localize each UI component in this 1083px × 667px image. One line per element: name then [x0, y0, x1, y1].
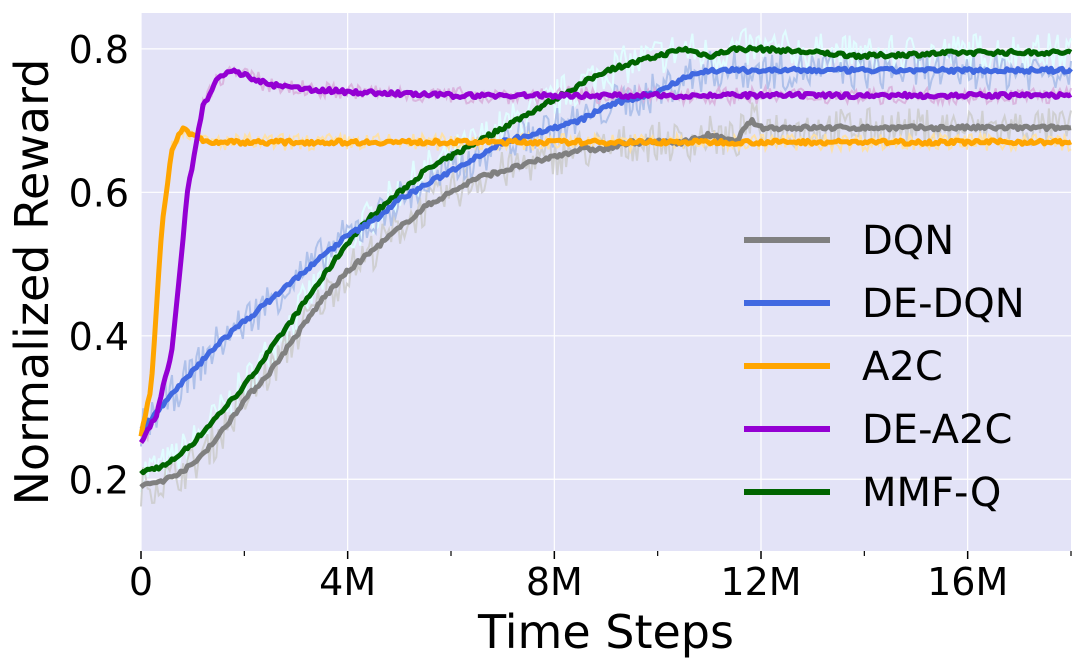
series-line-de-a2c — [138, 67, 1073, 445]
y-tick-label: 0.8 — [69, 28, 129, 72]
y-tick-label: 0.4 — [69, 315, 129, 359]
x-tick-label: 8M — [526, 560, 583, 604]
legend-item-de-a2c: DE-A2C — [744, 407, 1012, 453]
y-tick-label: 0.2 — [69, 458, 129, 502]
series-line-dqn — [139, 117, 1072, 489]
series-lines — [138, 44, 1073, 489]
y-tick-label: 0.6 — [69, 171, 129, 215]
series-line-mmf-q — [139, 44, 1073, 476]
y-axis-title: Normalized Reward — [5, 59, 59, 506]
plot-area — [141, 13, 1071, 551]
legend-item-dqn: DQN — [744, 218, 954, 264]
legend-label: DQN — [862, 218, 954, 264]
x-tick-label: 4M — [319, 560, 376, 604]
legend-item-de-dqn: DE-DQN — [744, 281, 1025, 327]
legend-label: DE-DQN — [862, 281, 1025, 327]
x-tick-label: 12M — [720, 560, 801, 604]
x-tick-label: 16M — [927, 560, 1008, 604]
x-axis-title: Time Steps — [477, 605, 734, 659]
legend: DQN DE-DQN A2C DE-A2C MMF-Q — [744, 218, 1025, 516]
band-de-dqn — [140, 49, 1072, 447]
series-line-a2c — [138, 125, 1073, 437]
legend-item-mmf-q: MMF-Q — [744, 470, 1001, 516]
legend-item-a2c: A2C — [744, 344, 943, 390]
band-mmf-q — [140, 27, 1072, 493]
legend-label: A2C — [862, 344, 943, 390]
x-tick-label: 0 — [129, 560, 153, 604]
legend-label: DE-A2C — [862, 407, 1012, 453]
legend-label: MMF-Q — [862, 470, 1001, 516]
series-line-de-dqn — [139, 65, 1073, 432]
axis-ticks: 0.2 0.4 0.6 0.8 0 4M 8M 12M 16M — [69, 28, 1072, 604]
